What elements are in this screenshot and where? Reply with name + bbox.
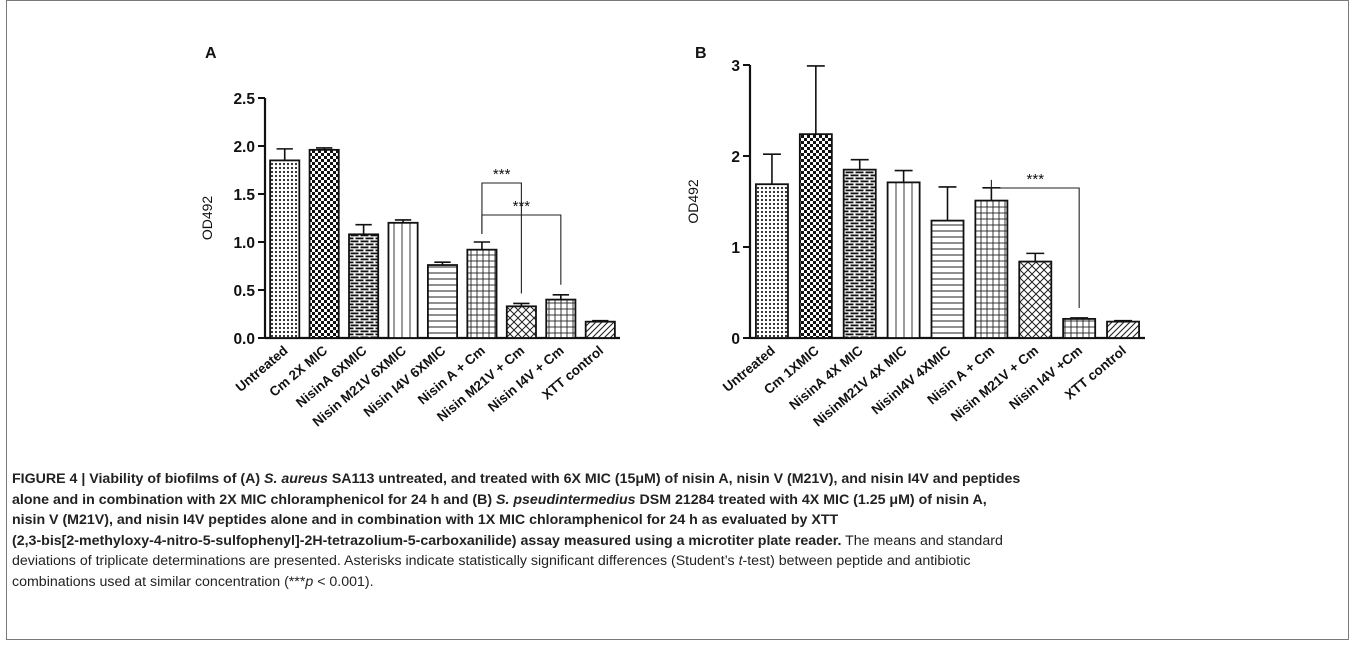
x-tick-label: NisinI4V 4XMIC	[868, 343, 953, 418]
significance-label: ***	[513, 198, 531, 215]
y-tick-label: 3	[731, 58, 740, 75]
significance-bracket	[990, 179, 1080, 308]
y-tick-label: 1	[731, 240, 740, 257]
caption-segment: DSM 21284 treated with 4X MIC (1.25 μM) …	[635, 491, 987, 508]
bar	[886, 181, 921, 339]
caption-segment: S. aureus	[264, 471, 328, 487]
y-tick-label: 0.5	[233, 283, 255, 300]
bar	[1106, 320, 1140, 339]
bar	[466, 248, 498, 339]
y-tick-label: 2.0	[233, 139, 255, 156]
bar	[755, 183, 789, 339]
caption-segment: deviations of triplicate determinations …	[12, 553, 739, 569]
figure-caption: FIGURE 4 | Viability of biofilms of (A) …	[12, 469, 1337, 592]
significance-label: ***	[1027, 171, 1045, 188]
bar	[505, 305, 537, 339]
caption-segment: nisin V (M21V), and nisin I4V peptides a…	[12, 512, 839, 528]
significance-bracket	[481, 182, 522, 294]
figure-frame	[6, 0, 1349, 640]
caption-segment: p	[305, 573, 314, 590]
caption-segment: < 0.001).	[313, 573, 374, 590]
bar	[348, 233, 380, 339]
caption-segment: FIGURE 4 | Viability of biofilms of (A)	[12, 471, 265, 487]
y-tick-label: 2.5	[233, 91, 255, 108]
caption-segment: t	[738, 553, 743, 569]
bar	[308, 148, 340, 339]
y-tick-label: 0.0	[233, 331, 255, 348]
caption-segment: -test) between peptide and antibiotic	[742, 553, 971, 569]
caption-segment: (2,3-bis[2-methyloxy-4-nitro-5-sulfophen…	[12, 532, 842, 549]
y-tick-label: 1.5	[233, 187, 255, 204]
bar	[269, 159, 301, 339]
x-tick-label: NisinA 4X MIC	[786, 343, 866, 413]
y-axis-label: OD492	[685, 179, 701, 224]
y-tick-label: 2	[731, 149, 740, 166]
y-tick-label: 1.0	[233, 235, 255, 252]
caption-line: combinations used at similar concentrati…	[12, 572, 1337, 593]
caption-segment: S. pseudintermedius	[496, 491, 636, 508]
y-axis-label: OD492	[199, 196, 215, 241]
bar	[798, 133, 833, 339]
caption-line: deviations of triplicate determinations …	[12, 551, 1337, 572]
caption-segment: The means and standard	[841, 532, 1003, 549]
bar	[584, 320, 616, 339]
bar	[974, 199, 1009, 339]
bar	[842, 168, 877, 339]
caption-line: nisin V (M21V), and nisin I4V peptides a…	[12, 510, 1337, 531]
caption-segment: alone and in combination with 2X MIC chl…	[12, 491, 496, 508]
panel-letter: B	[695, 45, 707, 62]
caption-line: (2,3-bis[2-methyloxy-4-nitro-5-sulfophen…	[12, 531, 1337, 552]
caption-segment: SA113 untreated, and treated with 6X MIC…	[327, 471, 1021, 487]
caption-segment: combinations used at similar concentrati…	[12, 573, 306, 590]
bar	[1018, 260, 1053, 339]
bar	[427, 264, 458, 339]
panel-letter: A	[205, 45, 217, 62]
bar	[1062, 317, 1097, 339]
significance-bracket	[481, 214, 562, 285]
bar	[930, 219, 965, 339]
bar	[545, 298, 577, 339]
bar	[387, 221, 419, 339]
caption-line: FIGURE 4 | Viability of biofilms of (A) …	[12, 469, 1337, 490]
caption-line: alone and in combination with 2X MIC chl…	[12, 490, 1337, 511]
significance-label: ***	[493, 166, 511, 183]
y-tick-label: 0	[731, 331, 740, 348]
